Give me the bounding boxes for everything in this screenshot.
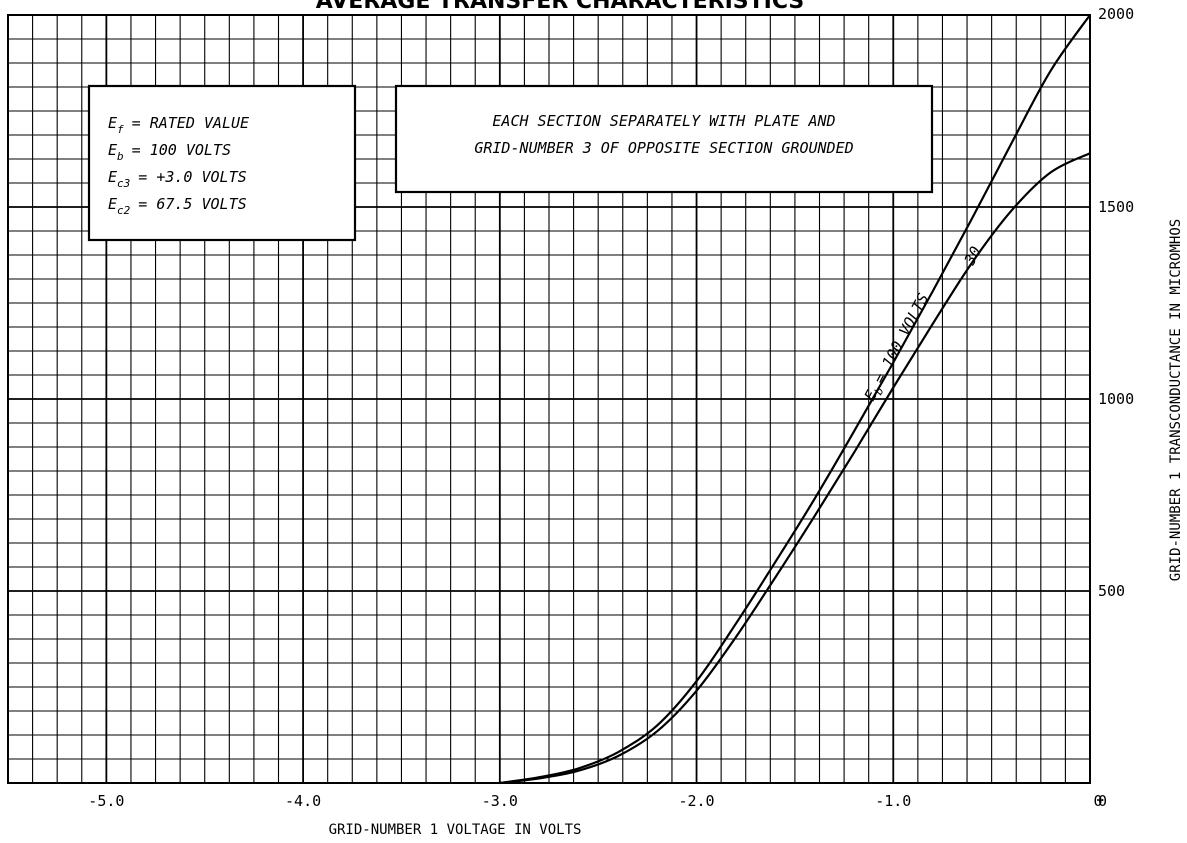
conditions-box xyxy=(87,84,357,242)
curve-label-100-volts: Eb= 100 VOLTS xyxy=(861,290,935,405)
note-line: GRID-NUMBER 3 OF OPPOSITE SECTION GROUND… xyxy=(474,139,853,157)
y-axis-label: GRID-NUMBER 1 TRANSCONDUCTANCE IN MICROM… xyxy=(1168,219,1184,581)
x-axis-label: GRID-NUMBER 1 VOLTAGE IN VOLTS xyxy=(329,822,582,838)
condition-line: Ec2 = 67.5 VOLTS xyxy=(108,195,247,217)
x-tick-label: -4.0 xyxy=(285,792,321,810)
x-tick-label: -3.0 xyxy=(482,792,518,810)
y-tick-label: 0 xyxy=(1098,792,1107,810)
condition-line: Ef = RATED VALUE xyxy=(108,114,249,136)
y-axis-ticks: 0 500 1000 1500 2000 xyxy=(1098,5,1134,810)
x-tick-label: -1.0 xyxy=(875,792,911,810)
annotations: Ef = RATED VALUE Eb = 100 VOLTS Ec3 = +3.0 VO… xyxy=(87,84,934,242)
y-tick-label: 1500 xyxy=(1098,198,1134,216)
series-line-0 xyxy=(499,14,1091,785)
plot-frame xyxy=(7,14,1091,784)
series-line-1 xyxy=(499,152,1091,785)
x-tick-label: -5.0 xyxy=(88,792,124,810)
condition-line: Eb = 100 VOLTS xyxy=(108,141,231,163)
note-line: EACH SECTION SEPARATELY WITH PLATE AND xyxy=(492,112,835,130)
condition-line: Ec3 = +3.0 VOLTS xyxy=(108,168,247,190)
y-tick-label: 2000 xyxy=(1098,5,1134,23)
x-axis-ticks: -5.0 -4.0 -3.0 -2.0 -1.0 0 xyxy=(88,792,1102,810)
note-box xyxy=(394,84,934,194)
curve-label-30: 30 xyxy=(960,243,985,268)
chart-title: AVERAGE TRANSFER CHARACTERISTICS xyxy=(316,0,804,14)
y-tick-label: 500 xyxy=(1098,582,1125,600)
y-tick-label: 1000 xyxy=(1098,390,1134,408)
x-tick-label: 0 xyxy=(1093,792,1102,810)
x-tick-label: -2.0 xyxy=(678,792,714,810)
